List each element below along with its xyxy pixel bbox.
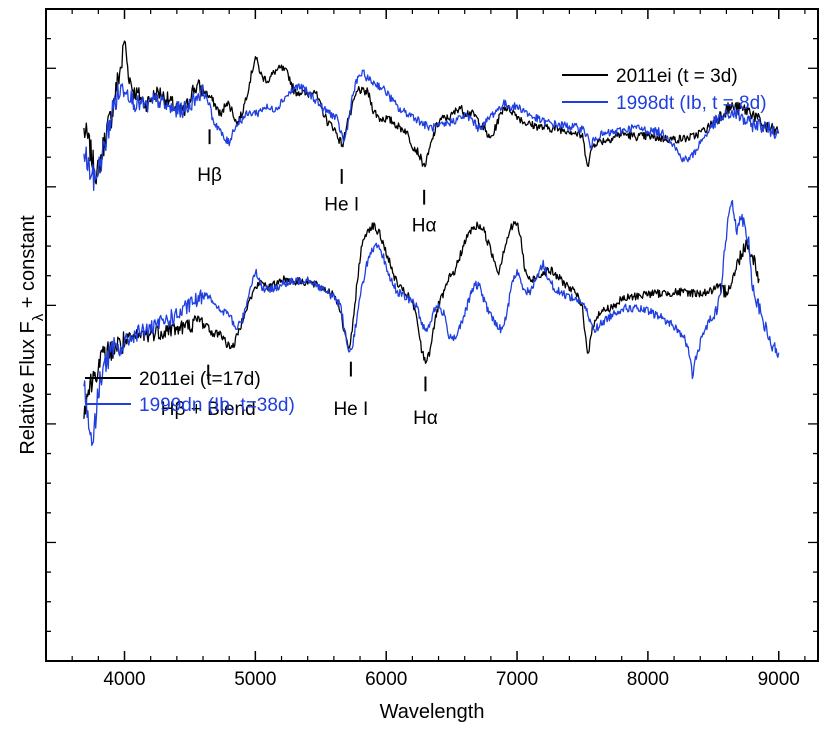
legend-label-2011ei-3d: 2011ei (t = 3d) [616,66,738,87]
legend-label-1999dn: 1999dn (Ib, t=38d) [139,395,295,416]
legend-upper: 2011ei (t = 3d) 1998dt (Ib, t = 8d) [562,66,767,114]
tick-layer: 4000 5000 6000 7000 8000 9000 [45,8,818,690]
series-1999dn-ib-t-38d [83,199,780,446]
y-axis-label-suffix: + constant [17,215,39,314]
series-layer [83,40,780,446]
y-axis-label-main: Relative Flux F [17,321,39,454]
annotation-label-h: Hα [413,408,438,429]
series-1998dt-ib-t-8d [83,69,780,192]
series-2011ei-t-17d [83,220,760,419]
annotation-label-h: Hα [412,215,437,236]
annotation-label-he-i: He I [333,399,368,420]
x-tick-label-8000: 8000 [627,669,669,690]
y-axis-label-subscript: λ [30,313,47,321]
x-axis-label: Wavelength [380,701,485,723]
x-tick-label-5000: 5000 [234,669,276,690]
legend-lower: 2011ei (t=17d) 1999dn (Ib, t=38d) [85,369,295,416]
x-tick-label-9000: 9000 [758,669,800,690]
annotation-label-he-i: He I [324,195,359,216]
legend-label-2011ei-17d: 2011ei (t=17d) [139,369,261,390]
x-tick-label-4000: 4000 [103,669,145,690]
annotation-label-h-blend: Hβ + Blend [161,399,256,420]
series-2011ei-t-3d [83,40,780,185]
annotation-label-h: Hβ [197,165,222,186]
legend-label-1998dt: 1998dt (Ib, t = 8d) [616,93,767,114]
y-axis-label: Relative Flux Fλ + constant [17,215,47,455]
x-tick-label-7000: 7000 [496,669,538,690]
x-tick-label-6000: 6000 [365,669,407,690]
annotation-layer: Hβ He I Hα Hβ + Blend He I Hα [161,129,438,429]
